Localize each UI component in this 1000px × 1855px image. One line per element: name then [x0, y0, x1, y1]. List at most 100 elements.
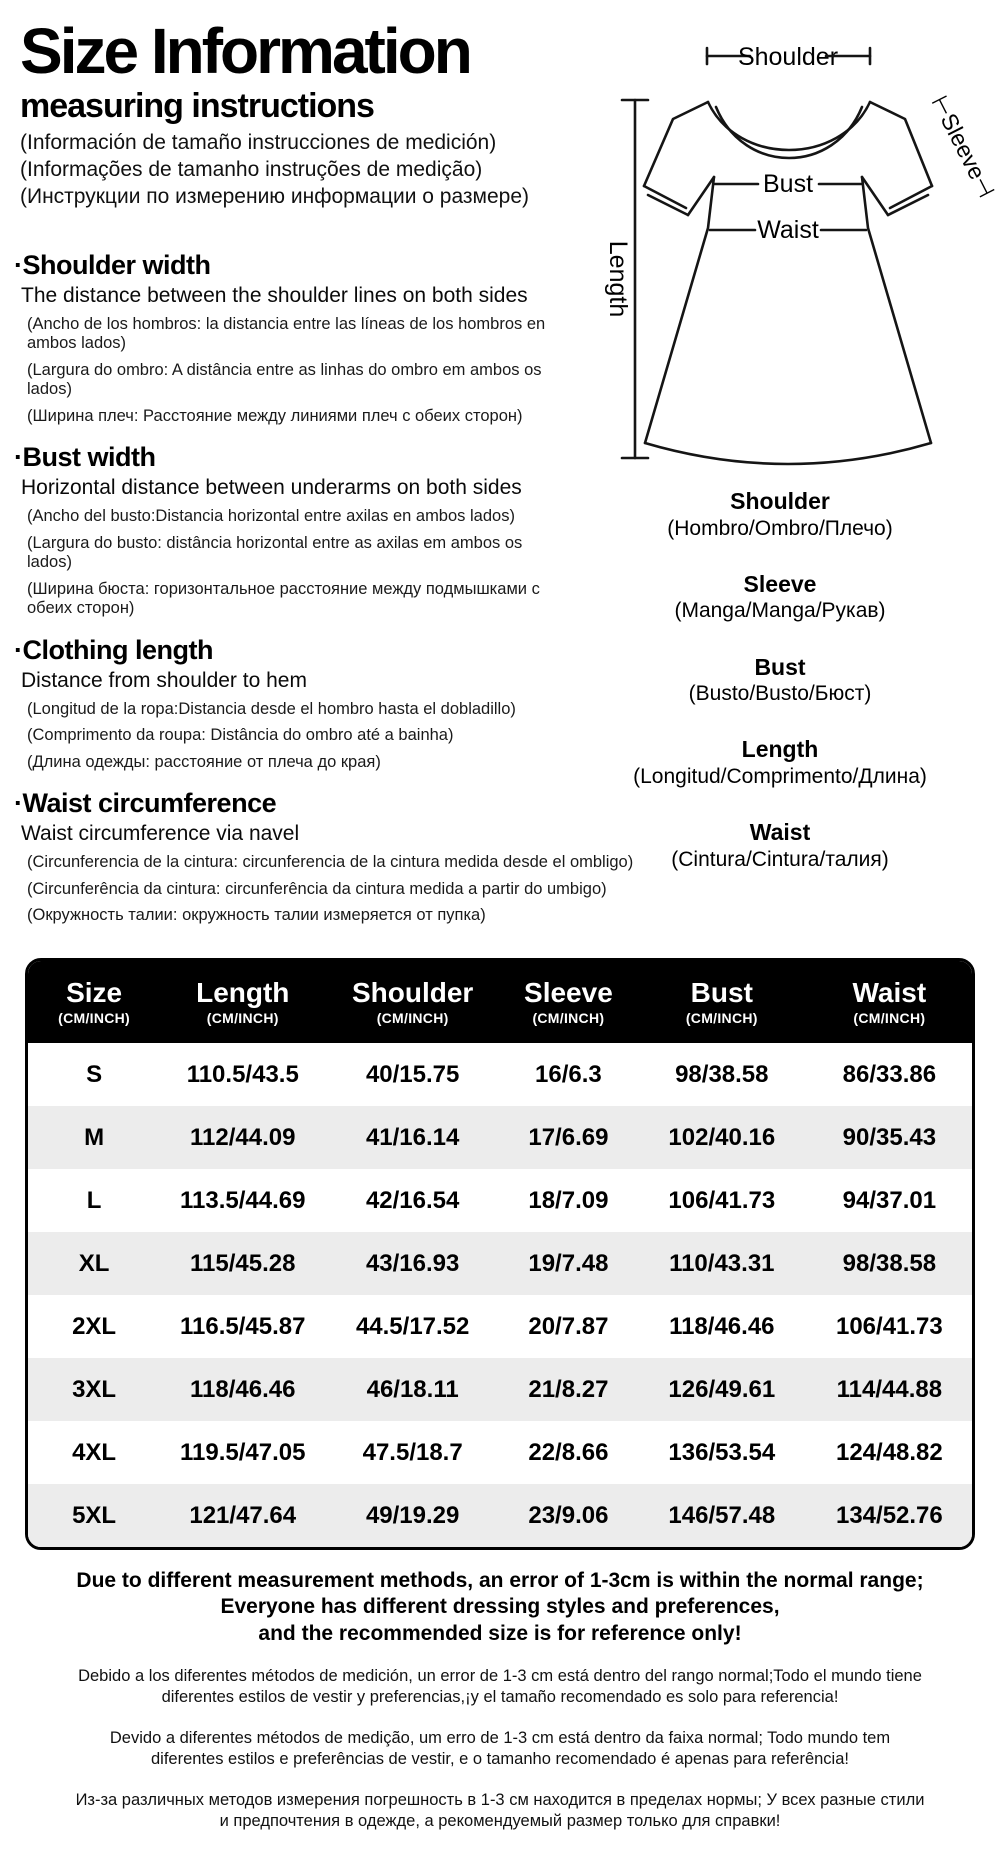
note-line: Everyone has different dressing styles a… — [220, 1595, 780, 1619]
legend-label: Length — [741, 736, 819, 763]
value-cell: 90/35.43 — [842, 1123, 937, 1151]
note-line: diferentes estilos e preferências de ves… — [150, 1750, 849, 1769]
value-cell: 119.5/47.05 — [180, 1438, 306, 1466]
note-ru: Из-за различных методов измерения погреш… — [0, 1790, 1000, 1833]
value-cell: 134/52.76 — [835, 1501, 943, 1529]
legend-label: Sleeve — [743, 570, 817, 597]
section-translation-ru: (Длина одежды: расстояние от плеча до кр… — [27, 752, 381, 771]
table-row: L 113.5/44.69 42/16.54 18/7.09 106/41.73 94/3… — [28, 1169, 972, 1232]
value-cell: 121/47.64 — [189, 1501, 297, 1529]
value-cell: 18/7.09 — [528, 1186, 609, 1214]
value-cell: 86/33.86 — [842, 1060, 937, 1088]
size-cell: XL — [78, 1249, 110, 1277]
subtitle-translation-es: (Información de tamaño instrucciones de … — [20, 131, 497, 155]
value-cell: 110/43.31 — [669, 1249, 775, 1277]
legend-label: Waist — [749, 819, 811, 846]
note-line: и предпочтения в одежде, а рекомендуемый… — [219, 1811, 781, 1830]
value-cell: 102/40.16 — [668, 1123, 776, 1151]
section-translation-pt: (Circunferência da cintura: circunferênc… — [27, 879, 607, 898]
value-cell: 113.5/44.69 — [180, 1186, 306, 1214]
value-cell: 116.5/45.87 — [180, 1312, 306, 1340]
section-translation-ru: (Ширина плеч: Расстояние между линиями п… — [27, 406, 523, 425]
value-cell: 41/16.14 — [365, 1123, 460, 1151]
value-cell: 46/18.11 — [366, 1375, 459, 1403]
size-cell: 3XL — [72, 1375, 117, 1403]
value-cell: 21/8.27 — [528, 1375, 609, 1403]
section-desc: The distance between the shoulder lines … — [21, 284, 528, 307]
note-line: Devido a diferentes métodos de medição, … — [109, 1728, 891, 1747]
section-title: ·Clothing length — [14, 634, 213, 665]
table-header-cell: Length (CM/INCH) — [196, 976, 290, 1027]
value-cell: 23/9.06 — [528, 1501, 609, 1529]
table-row: 4XL 119.5/47.05 47.5/18.7 22/8.66 136/53.54 1… — [28, 1421, 972, 1484]
section-title: ·Bust width — [14, 442, 156, 473]
measure-legend: Shoulder (Hombro/Ombro/Плечо) Sleeve (Ma… — [560, 488, 1000, 902]
table-row: M 112/44.09 41/16.14 17/6.69 102/40.16 90/35.… — [28, 1106, 972, 1169]
dress-right-sleeve — [868, 100, 934, 188]
size-cell: M — [84, 1123, 105, 1151]
dress-diagram: Shoulder Length Bust — [558, 36, 1000, 484]
bust-label: Bust — [763, 170, 813, 198]
dress-left-sleeve — [642, 100, 710, 188]
table-row: 2XL 116.5/45.87 44.5/17.52 20/7.87 118/46.46… — [28, 1295, 972, 1358]
value-cell: 118/46.46 — [669, 1312, 775, 1340]
section-translation-es: (Circunferencia de la cintura: circunfer… — [27, 853, 634, 872]
value-cell: 42/16.54 — [365, 1186, 460, 1214]
dress-diagram-svg: Shoulder Length Bust — [604, 43, 1000, 466]
section-desc: Distance from shoulder to hem — [21, 668, 307, 692]
waist-label: Waist — [757, 216, 819, 244]
section-translation-pt: (Largura do ombro: A distância entre as … — [27, 360, 542, 399]
legend-translation: (Cintura/Cintura/талия) — [671, 847, 889, 871]
section-translation-pt: (Largura do busto: distância horizontal … — [27, 533, 523, 572]
value-cell: 106/41.73 — [835, 1312, 943, 1340]
section-waist-circumference: ·Waist circumference Waist circumference… — [14, 788, 654, 925]
size-cell: S — [86, 1060, 103, 1088]
value-cell: 40/15.75 — [365, 1060, 460, 1088]
table-header-row: Size (CM/INCH) Length (CM/INCH) Shoulder (CM/… — [28, 961, 972, 1043]
value-cell: 112/44.09 — [190, 1123, 296, 1151]
legend-translation: (Manga/Manga/Рукав) — [674, 599, 886, 623]
table-row: 3XL 118/46.46 46/18.11 21/8.27 126/49.61 114/… — [28, 1358, 972, 1421]
section-translation-ru: (Ширина бюста: горизонтальное расстояние… — [27, 579, 540, 618]
section-translation-ru: (Окружность талии: окружность талии изме… — [27, 906, 486, 925]
notes: Due to different measurement methods, an… — [0, 1568, 1000, 1832]
legend-translation: (Longitud/Comprimento/Длина) — [633, 764, 927, 788]
note-line: Due to different measurement methods, an… — [76, 1569, 924, 1592]
section-translation-es: (Longitud de la ropa:Distancia desde el … — [27, 699, 516, 718]
table-header-cell: Shoulder (CM/INCH) — [351, 976, 474, 1027]
section-desc: Horizontal distance between underarms on… — [21, 476, 522, 500]
value-cell: 43/16.93 — [365, 1249, 460, 1277]
value-cell: 146/57.48 — [668, 1501, 776, 1529]
length-measure-label: Length — [604, 241, 632, 317]
dress-neckline-inner — [714, 105, 864, 160]
section-clothing-length: ·Clothing length Distance from shoulder … — [14, 635, 654, 772]
table-row: XL 115/45.28 43/16.93 19/7.48 110/43.31 98/38… — [28, 1232, 972, 1295]
shoulder-measure-label: Shoulder — [738, 43, 838, 71]
section-translation-pt: (Comprimento da roupa: Distância do ombr… — [27, 726, 454, 745]
dress-neckline-outer — [706, 100, 872, 152]
legend-item-bust: Bust (Busto/Busto/Бюст) — [560, 654, 1000, 707]
legend-translation: (Busto/Busto/Бюст) — [688, 682, 872, 706]
legend-item-sleeve: Sleeve (Manga/Manga/Рукав) — [560, 571, 1000, 624]
table-row: 5XL 121/47.64 49/19.29 23/9.06 146/57.48 134/… — [28, 1484, 972, 1547]
page-subtitle: measuring instructions — [20, 86, 375, 125]
value-cell: 136/53.54 — [668, 1438, 776, 1466]
note-line: Debido a los diferentes métodos de medic… — [78, 1666, 922, 1685]
section-bust-width: ·Bust width Horizontal distance between … — [14, 442, 654, 618]
size-cell: 4XL — [72, 1438, 117, 1466]
section-shoulder-width: ·Shoulder width The distance between the… — [14, 250, 654, 426]
section-translation-es: (Ancho del busto:Distancia horizontal en… — [27, 507, 515, 526]
value-cell: 115/45.28 — [190, 1249, 296, 1277]
value-cell: 98/38.58 — [675, 1060, 769, 1088]
value-cell: 110.5/43.5 — [186, 1060, 299, 1088]
size-cell: 2XL — [72, 1312, 117, 1340]
dress-left-side — [643, 175, 716, 445]
section-desc: Waist circumference via navel — [21, 822, 300, 846]
size-cell: 5XL — [72, 1501, 117, 1529]
legend-label: Shoulder — [730, 488, 830, 514]
value-cell: 98/38.58 — [842, 1249, 937, 1277]
note-es: Debido a los diferentes métodos de medic… — [0, 1666, 1000, 1709]
legend-item-waist: Waist (Cintura/Cintura/талия) — [560, 819, 1000, 872]
value-cell: 20/7.87 — [528, 1312, 609, 1340]
